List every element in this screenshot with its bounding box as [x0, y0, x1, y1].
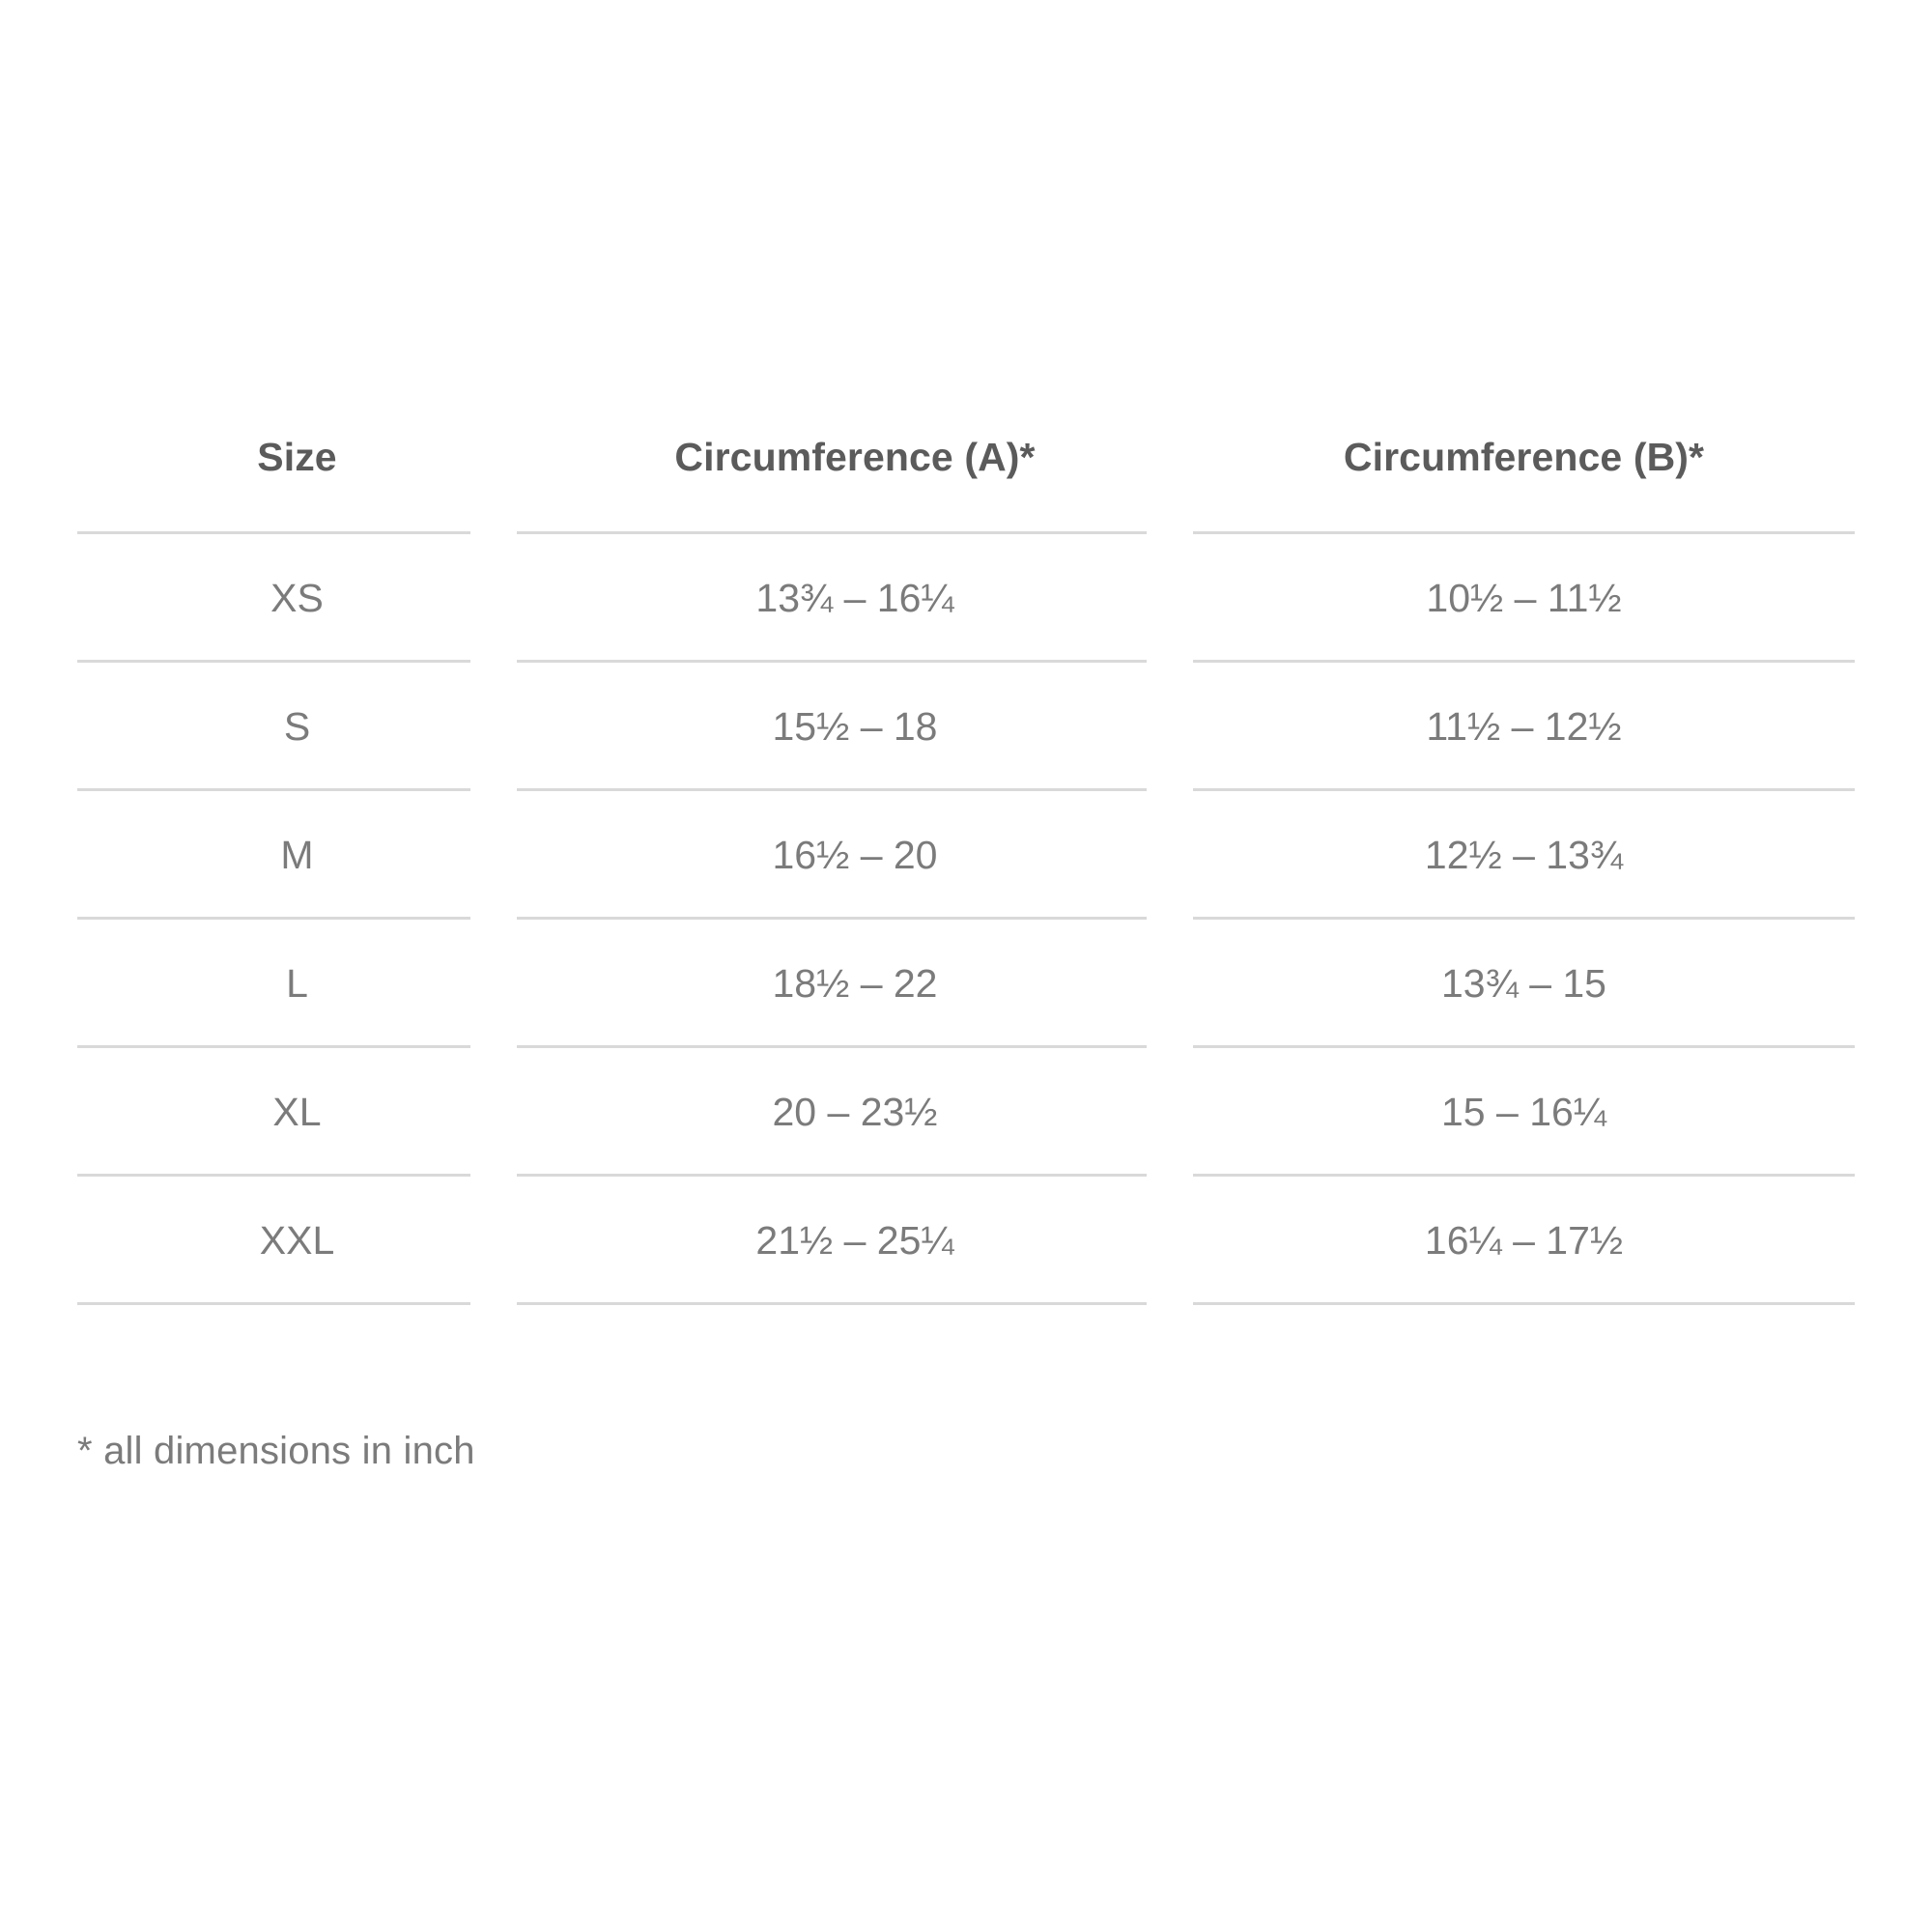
header-rule-circumference-b — [1193, 531, 1855, 534]
column-header-size: Size — [77, 435, 517, 534]
cell-size-value: S — [283, 704, 311, 749]
cell-circumference-a: 21½ – 25¼ — [517, 1177, 1193, 1305]
cell-size-value: L — [286, 961, 308, 1006]
rule-segment — [1193, 531, 1855, 534]
rule-segment — [77, 531, 470, 534]
footnote: * all dimensions in inch — [77, 1430, 475, 1472]
cell-circumference-a: 15½ – 18 — [517, 663, 1193, 791]
cell-size: M — [77, 791, 517, 920]
cell-circumference-a-value: 18½ – 22 — [772, 961, 938, 1006]
cell-circumference-a-value: 16½ – 20 — [772, 833, 938, 877]
cell-size-value: XXL — [259, 1218, 335, 1263]
table-row: XS 13¾ – 16¼ 10½ – 11½ — [77, 534, 1855, 663]
cell-size: S — [77, 663, 517, 791]
cell-circumference-a-value: 15½ – 18 — [772, 704, 938, 749]
cell-circumference-a-value: 13¾ – 16¼ — [755, 576, 954, 620]
size-table-container: Size Circumference (A)* Circumference (B… — [77, 435, 1855, 1305]
column-header-size-label: Size — [257, 435, 337, 479]
column-header-circumference-b-label: Circumference (B)* — [1343, 435, 1705, 479]
cell-circumference-a-value: 20 – 23½ — [772, 1090, 938, 1134]
cell-size: L — [77, 920, 517, 1048]
cell-size-value: M — [280, 833, 314, 877]
column-header-circumference-a: Circumference (A)* — [517, 435, 1193, 534]
cell-size: XL — [77, 1048, 517, 1177]
header-rule-size — [77, 531, 517, 534]
cell-circumference-b: 11½ – 12½ — [1193, 663, 1855, 791]
cell-circumference-b-value: 13¾ – 15 — [1441, 961, 1606, 1006]
cell-size-value: XL — [272, 1090, 322, 1134]
table-row: XL 20 – 23½ 15 – 16¼ — [77, 1048, 1855, 1177]
cell-size: XS — [77, 534, 517, 663]
table-row: L 18½ – 22 13¾ – 15 — [77, 920, 1855, 1048]
table-row: S 15½ – 18 11½ – 12½ — [77, 663, 1855, 791]
cell-circumference-b-value: 12½ – 13¾ — [1424, 833, 1624, 877]
cell-circumference-a-value: 21½ – 25¼ — [755, 1218, 954, 1263]
table-body: XS 13¾ – 16¼ 10½ – 11½ S — [77, 534, 1855, 1305]
cell-size: XXL — [77, 1177, 517, 1305]
cell-circumference-b-value: 11½ – 12½ — [1426, 704, 1622, 749]
table-header: Size Circumference (A)* Circumference (B… — [77, 435, 1855, 534]
cell-size-value: XS — [270, 576, 324, 620]
size-table: Size Circumference (A)* Circumference (B… — [77, 435, 1855, 1305]
cell-circumference-b: 10½ – 11½ — [1193, 534, 1855, 663]
cell-circumference-a: 16½ – 20 — [517, 791, 1193, 920]
cell-circumference-a: 18½ – 22 — [517, 920, 1193, 1048]
header-rule-circumference-a — [517, 531, 1193, 534]
cell-circumference-a: 20 – 23½ — [517, 1048, 1193, 1177]
rule-segment — [517, 531, 1147, 534]
cell-circumference-a: 13¾ – 16¼ — [517, 534, 1193, 663]
cell-circumference-b: 15 – 16¼ — [1193, 1048, 1855, 1177]
cell-circumference-b-value: 10½ – 11½ — [1426, 576, 1622, 620]
table-row: XXL 21½ – 25¼ 16¼ – 17½ — [77, 1177, 1855, 1305]
cell-circumference-b: 16¼ – 17½ — [1193, 1177, 1855, 1305]
cell-circumference-b: 13¾ – 15 — [1193, 920, 1855, 1048]
cell-circumference-b: 12½ – 13¾ — [1193, 791, 1855, 920]
column-header-circumference-a-label: Circumference (A)* — [674, 435, 1036, 479]
column-header-circumference-b: Circumference (B)* — [1193, 435, 1855, 534]
cell-circumference-b-value: 16¼ – 17½ — [1424, 1218, 1624, 1263]
cell-circumference-b-value: 15 – 16¼ — [1441, 1090, 1606, 1134]
table-header-row: Size Circumference (A)* Circumference (B… — [77, 435, 1855, 534]
table-row: M 16½ – 20 12½ – 13¾ — [77, 791, 1855, 920]
